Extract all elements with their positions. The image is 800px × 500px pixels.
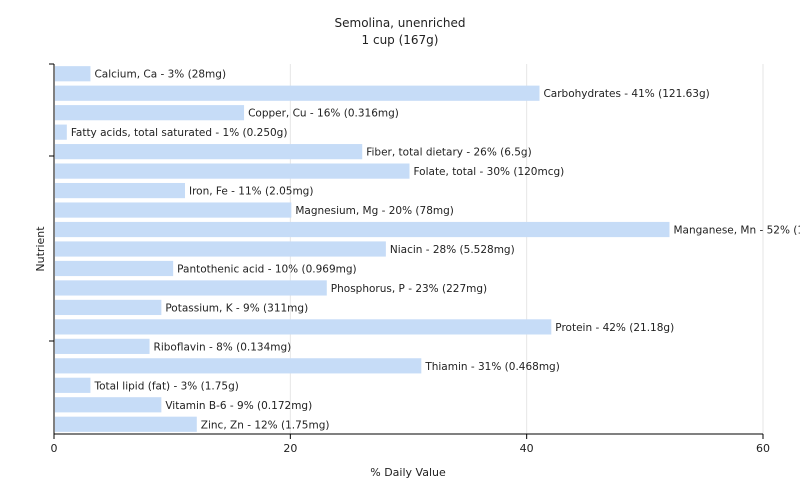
bar <box>55 319 552 335</box>
bar-label: Manganese, Mn - 52% (1.034mg) <box>673 225 800 237</box>
bar <box>55 280 327 296</box>
axes <box>53 64 763 435</box>
bar <box>55 163 410 179</box>
bar <box>55 85 540 101</box>
bar-label: Vitamin B-6 - 9% (0.172mg) <box>165 400 312 412</box>
bar-label: Riboflavin - 8% (0.134mg) <box>154 341 292 353</box>
bar-label: Fiber, total dietary - 26% (6.5g) <box>366 147 531 159</box>
y-axis-label: Nutrient <box>34 226 47 272</box>
x-axis-label: % Daily Value <box>370 466 446 479</box>
bar <box>55 66 91 82</box>
x-tick-label: 20 <box>283 442 297 455</box>
bar-label: Carbohydrates - 41% (121.63g) <box>543 88 709 100</box>
bar <box>55 144 363 160</box>
bar-label: Fatty acids, total saturated - 1% (0.250… <box>71 127 288 139</box>
chart-subtitle: 1 cup (167g) <box>362 33 439 47</box>
bar <box>55 241 386 257</box>
bar-label: Total lipid (fat) - 3% (1.75g) <box>93 380 238 392</box>
x-tick-label: 40 <box>520 442 534 455</box>
bar-label: Niacin - 28% (5.528mg) <box>390 244 515 256</box>
x-ticks: 0 20 40 60 <box>51 434 770 455</box>
bars <box>55 66 670 432</box>
bar-label: Folate, total - 30% (120mcg) <box>414 166 565 178</box>
y-ticks <box>49 63 54 342</box>
bar <box>55 221 670 238</box>
bar <box>55 299 162 316</box>
bar <box>55 377 91 393</box>
bar <box>55 338 150 354</box>
bar-labels: Calcium, Ca - 3% (28mg) Carbohydrates - 4… <box>71 69 800 432</box>
bar <box>55 124 67 140</box>
bar-label: Pantothenic acid - 10% (0.969mg) <box>177 263 356 275</box>
bar <box>55 105 245 121</box>
bar-label: Thiamin - 31% (0.468mg) <box>424 361 560 373</box>
bar <box>55 182 185 199</box>
x-tick-label: 0 <box>51 442 58 455</box>
bar <box>55 358 422 374</box>
bar <box>55 202 292 218</box>
chart-title: Semolina, unenriched <box>335 16 466 30</box>
bar-label: Magnesium, Mg - 20% (78mg) <box>295 205 454 217</box>
bar-label: Copper, Cu - 16% (0.316mg) <box>248 108 399 120</box>
bar <box>55 260 174 277</box>
bar <box>55 397 162 413</box>
bar-label: Potassium, K - 9% (311mg) <box>165 302 308 314</box>
x-tick-label: 60 <box>756 442 770 455</box>
bar <box>55 416 197 432</box>
bar-label: Phosphorus, P - 23% (227mg) <box>331 283 487 295</box>
bar-label: Protein - 42% (21.18g) <box>555 322 674 334</box>
bar-label: Zinc, Zn - 12% (1.75mg) <box>201 419 330 431</box>
bar-label: Calcium, Ca - 3% (28mg) <box>94 69 226 81</box>
bar-label: Iron, Fe - 11% (2.05mg) <box>189 186 313 198</box>
